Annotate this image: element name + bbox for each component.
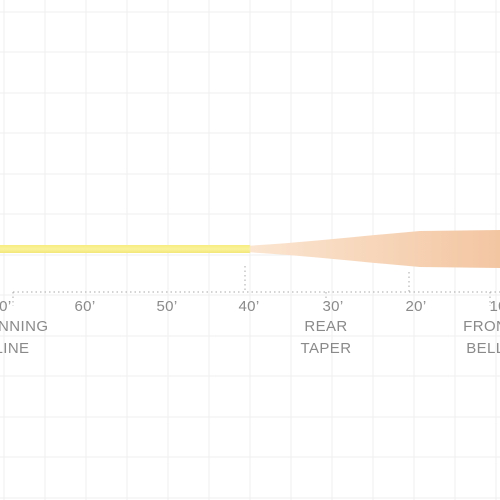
- distance-tick-50: 50’: [156, 298, 178, 315]
- distance-tick-20: 20’: [405, 298, 427, 315]
- section-brackets: [12, 266, 500, 306]
- distance-tick-70: 70’: [0, 298, 12, 315]
- line-head-shape: [244, 230, 500, 268]
- section-label-rear-taper: REAR TAPER: [276, 316, 376, 360]
- distance-tick-30: 30’: [322, 298, 344, 315]
- distance-tick-60: 60’: [74, 298, 96, 315]
- rear-taper-label-line1: REAR: [304, 318, 348, 335]
- front-belly-label-line1: FRONT: [463, 318, 500, 335]
- distance-tick-10: 10’: [489, 298, 500, 315]
- running-line-shape: [0, 245, 250, 253]
- distance-tick-40: 40’: [238, 298, 260, 315]
- section-label-front-belly: FRONT BELLY: [440, 316, 500, 360]
- section-label-running-line: RUNNING LINE: [0, 316, 62, 360]
- front-belly-label-line2: BELLY: [466, 340, 500, 357]
- rear-taper-label-line2: TAPER: [300, 340, 352, 357]
- running-line-label-line2: LINE: [0, 340, 30, 357]
- running-line-label-line1: RUNNING: [0, 318, 49, 335]
